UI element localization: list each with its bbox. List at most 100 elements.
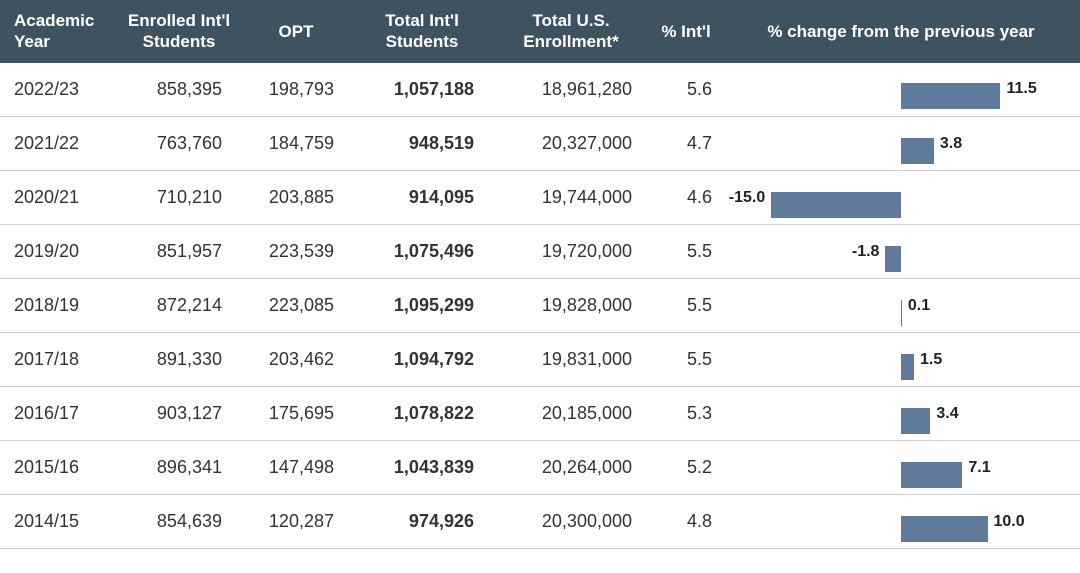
cell-pct-change: -1.8	[722, 225, 1080, 279]
students-table: Academic YearEnrolled Int'l StudentsOPTT…	[0, 0, 1080, 549]
cell-total_intl: 1,057,188	[352, 63, 492, 117]
bar-wrap: 1.5	[728, 340, 1074, 380]
bar-label: 11.5	[1006, 69, 1036, 109]
header-year: Academic Year	[0, 0, 118, 63]
cell-year: 2022/23	[0, 63, 118, 117]
cell-enrolled: 891,330	[118, 333, 240, 387]
cell-year: 2019/20	[0, 225, 118, 279]
cell-pct-change: 3.4	[722, 387, 1080, 441]
cell-enrolled: 903,127	[118, 387, 240, 441]
table-row: 2021/22763,760184,759948,51920,327,0004.…	[0, 117, 1080, 171]
cell-opt: 175,695	[240, 387, 352, 441]
cell-enrolled: 851,957	[118, 225, 240, 279]
table-row: 2019/20851,957223,5391,075,49619,720,000…	[0, 225, 1080, 279]
cell-year: 2016/17	[0, 387, 118, 441]
table-row: 2014/15854,639120,287974,92620,300,0004.…	[0, 495, 1080, 549]
cell-year: 2015/16	[0, 441, 118, 495]
bar-rect	[901, 462, 962, 488]
cell-pct_intl: 4.8	[650, 495, 722, 549]
cell-pct-change: 3.8	[722, 117, 1080, 171]
cell-opt: 223,539	[240, 225, 352, 279]
cell-total_intl: 974,926	[352, 495, 492, 549]
table-header: Academic YearEnrolled Int'l StudentsOPTT…	[0, 0, 1080, 63]
bar-label: 0.1	[908, 286, 930, 326]
bar-wrap: -15.0	[728, 178, 1074, 218]
cell-total_us: 20,300,000	[492, 495, 650, 549]
cell-pct-change: 11.5	[722, 63, 1080, 117]
cell-opt: 147,498	[240, 441, 352, 495]
cell-total_us: 19,744,000	[492, 171, 650, 225]
cell-enrolled: 872,214	[118, 279, 240, 333]
table-row: 2017/18891,330203,4621,094,79219,831,000…	[0, 333, 1080, 387]
cell-enrolled: 763,760	[118, 117, 240, 171]
cell-pct_intl: 5.6	[650, 63, 722, 117]
cell-total_intl: 1,075,496	[352, 225, 492, 279]
bar-rect	[885, 246, 901, 272]
table-body: 2022/23858,395198,7931,057,18818,961,280…	[0, 63, 1080, 549]
cell-year: 2017/18	[0, 333, 118, 387]
table-row: 2016/17903,127175,6951,078,82220,185,000…	[0, 387, 1080, 441]
cell-pct-change: 0.1	[722, 279, 1080, 333]
header-opt: OPT	[240, 0, 352, 63]
cell-total_us: 19,828,000	[492, 279, 650, 333]
bar-wrap: 0.1	[728, 286, 1074, 326]
header-enrolled: Enrolled Int'l Students	[118, 0, 240, 63]
cell-total_intl: 914,095	[352, 171, 492, 225]
cell-total_intl: 1,094,792	[352, 333, 492, 387]
bar-rect	[901, 138, 934, 164]
cell-pct-change: -15.0	[722, 171, 1080, 225]
cell-year: 2014/15	[0, 495, 118, 549]
bar-label: 7.1	[968, 448, 990, 488]
cell-enrolled: 710,210	[118, 171, 240, 225]
cell-opt: 184,759	[240, 117, 352, 171]
cell-total_us: 20,185,000	[492, 387, 650, 441]
bar-wrap: 3.8	[728, 124, 1074, 164]
cell-pct_intl: 5.2	[650, 441, 722, 495]
bar-wrap: 11.5	[728, 69, 1074, 109]
bar-label: -15.0	[729, 178, 765, 218]
table-row: 2022/23858,395198,7931,057,18818,961,280…	[0, 63, 1080, 117]
cell-enrolled: 858,395	[118, 63, 240, 117]
bar-rect	[901, 408, 930, 434]
cell-total_us: 18,961,280	[492, 63, 650, 117]
cell-pct_intl: 4.6	[650, 171, 722, 225]
header-pct_change: % change from the previous year	[722, 0, 1080, 63]
cell-total_intl: 1,078,822	[352, 387, 492, 441]
header-pct_intl: % Int'l	[650, 0, 722, 63]
bar-wrap: 3.4	[728, 394, 1074, 434]
bar-label: 3.4	[936, 394, 958, 434]
bar-rect	[901, 83, 1000, 109]
cell-opt: 223,085	[240, 279, 352, 333]
header-total_intl: Total Int'l Students	[352, 0, 492, 63]
cell-total_us: 19,831,000	[492, 333, 650, 387]
bar-label: 10.0	[994, 502, 1025, 542]
cell-pct-change: 1.5	[722, 333, 1080, 387]
cell-pct_intl: 4.7	[650, 117, 722, 171]
cell-enrolled: 896,341	[118, 441, 240, 495]
header-total_us: Total U.S. Enrollment*	[492, 0, 650, 63]
cell-pct_intl: 5.5	[650, 225, 722, 279]
cell-pct_intl: 5.3	[650, 387, 722, 441]
cell-year: 2020/21	[0, 171, 118, 225]
bar-rect	[771, 192, 901, 218]
cell-pct-change: 10.0	[722, 495, 1080, 549]
bar-label: 3.8	[940, 124, 962, 164]
cell-pct-change: 7.1	[722, 441, 1080, 495]
cell-total_us: 19,720,000	[492, 225, 650, 279]
cell-opt: 120,287	[240, 495, 352, 549]
cell-total_intl: 948,519	[352, 117, 492, 171]
cell-opt: 198,793	[240, 63, 352, 117]
cell-year: 2018/19	[0, 279, 118, 333]
bar-label: -1.8	[852, 232, 880, 272]
table-row: 2015/16896,341147,4981,043,83920,264,000…	[0, 441, 1080, 495]
bar-wrap: 10.0	[728, 502, 1074, 542]
table-row: 2020/21710,210203,885914,09519,744,0004.…	[0, 171, 1080, 225]
bar-rect	[901, 516, 988, 542]
cell-pct_intl: 5.5	[650, 279, 722, 333]
bar-wrap: -1.8	[728, 232, 1074, 272]
bar-rect	[901, 300, 902, 326]
cell-opt: 203,885	[240, 171, 352, 225]
table-row: 2018/19872,214223,0851,095,29919,828,000…	[0, 279, 1080, 333]
bar-label: 1.5	[920, 340, 942, 380]
cell-pct_intl: 5.5	[650, 333, 722, 387]
